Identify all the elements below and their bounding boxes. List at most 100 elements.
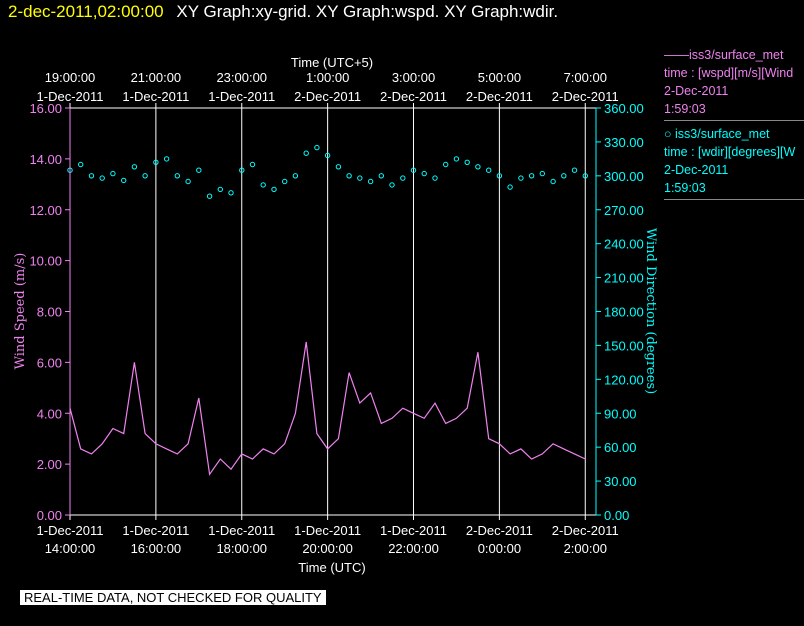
legend-circle-marker-icon: ○ — [664, 127, 676, 141]
wind-direction-point — [486, 167, 492, 173]
legend-wspd-time: 1:59:03 — [664, 102, 706, 116]
x-top-tick-time: 23:00:00 — [216, 70, 267, 85]
wind-direction-point — [453, 156, 460, 162]
wind-speed-line — [69, 341, 586, 476]
wind-direction-point — [153, 159, 159, 166]
wind-direction-point — [110, 170, 116, 177]
wind-direction-point — [389, 182, 395, 188]
x-bottom-tick-date: 1-Dec-2011 — [380, 523, 447, 538]
wind-direction-point — [410, 167, 417, 173]
y-right-tick-label: 90.00 — [604, 406, 637, 421]
wind-direction-point — [324, 152, 331, 159]
wind-direction-point — [174, 173, 181, 179]
x-top-tick-date: 1-Dec-2011 — [122, 89, 189, 104]
y-right-tick-label: 300.00 — [604, 169, 644, 184]
x-bottom-tick-date: 1-Dec-2011 — [122, 523, 189, 538]
x-bottom-tick-time: 14:00:00 — [45, 541, 96, 556]
y-left-tick-label: 16.00 — [29, 101, 62, 116]
x-bottom-tick-time: 16:00:00 — [131, 541, 182, 556]
wind-direction-point — [378, 173, 384, 179]
x-top-axis-title: Time (UTC+5) — [291, 55, 373, 70]
x-bottom-tick-time: 20:00:00 — [302, 541, 353, 556]
y-right-tick-label: 240.00 — [604, 237, 644, 252]
wind-direction-point — [88, 173, 95, 179]
x-top-tick-date: 2-Dec-2011 — [380, 89, 447, 104]
legend-wspd: ——iss3/surface_met time : [wspd][m/s][Wi… — [664, 46, 804, 121]
wind-direction-point — [400, 175, 406, 181]
wind-direction-point — [131, 164, 138, 170]
wind-speed-series — [69, 341, 586, 476]
x-top-tick-time: 5:00:00 — [478, 70, 521, 85]
x-bottom-tick-date: 2-Dec-2011 — [466, 523, 533, 538]
y-left-tick-label: 8.00 — [37, 305, 62, 320]
grid-lines — [155, 108, 586, 515]
x-top-tick-time: 7:00:00 — [564, 70, 607, 85]
x-bottom-tick-date: 1-Dec-2011 — [37, 523, 104, 538]
legend-wspd-source: iss3/surface_met — [689, 48, 784, 62]
y-left-tick-label: 4.00 — [37, 406, 62, 421]
wind-direction-point — [271, 186, 277, 193]
wind-direction-point — [421, 170, 427, 177]
legend: ——iss3/surface_met time : [wspd][m/s][Wi… — [664, 46, 804, 204]
wind-direction-point — [249, 161, 256, 168]
wind-direction-point — [121, 177, 127, 184]
x-bottom-tick-time: 2:00:00 — [564, 541, 607, 556]
wind-direction-point — [539, 170, 545, 177]
x-top-tick-date: 1-Dec-2011 — [37, 89, 104, 104]
wind-direction-point — [142, 173, 148, 179]
x-top-tick-time: 19:00:00 — [45, 70, 96, 85]
y-right-tick-label: 330.00 — [604, 135, 644, 150]
y-right-tick-label: 360.00 — [604, 101, 644, 116]
wind-direction-point — [464, 159, 470, 166]
y-left-tick-label: 0.00 — [37, 508, 62, 523]
legend-wdir-variable: time : [wdir][degrees][W — [664, 145, 796, 159]
wind-direction-point — [582, 173, 588, 179]
x-bottom-tick-time: 0:00:00 — [478, 541, 521, 556]
legend-wdir-source: iss3/surface_met — [675, 127, 770, 141]
y-right-tick-label: 270.00 — [604, 203, 644, 218]
wind-direction-point — [314, 144, 320, 151]
wind-direction-point — [228, 190, 234, 196]
x-top-tick-time: 21:00:00 — [131, 70, 182, 85]
wind-direction-point — [475, 164, 481, 170]
x-bottom-tick-time: 18:00:00 — [216, 541, 267, 556]
y-right-tick-label: 120.00 — [604, 372, 644, 387]
x-top-tick-date: 2-Dec-2011 — [466, 89, 533, 104]
y-left-axis-title: Wind Speed (m/s) — [13, 253, 28, 370]
wind-direction-point — [196, 167, 202, 173]
title-bar: 2-dec-2011,02:00:00 XY Graph:xy-grid. XY… — [8, 2, 558, 22]
x-bottom-tick-time: 22:00:00 — [388, 541, 439, 556]
x-top-tick-time: 3:00:00 — [392, 70, 435, 85]
axes: 1-Dec-2011 14:00:00 1-Dec-2011 16:00:00 1-De… — [29, 70, 643, 556]
wind-direction-point — [292, 173, 299, 179]
wind-direction-point — [443, 161, 449, 168]
y-left-tick-label: 6.00 — [37, 355, 62, 370]
wind-direction-point — [518, 175, 524, 181]
x-top-tick-date: 2-Dec-2011 — [552, 89, 619, 104]
wind-direction-point — [496, 173, 503, 179]
y-right-tick-label: 150.00 — [604, 338, 644, 353]
wind-direction-point — [260, 182, 266, 188]
x-bottom-axis-title: Time (UTC) — [298, 560, 365, 575]
title-graphs: XY Graph:xy-grid. XY Graph:wspd. XY Grap… — [176, 2, 559, 21]
y-left-tick-label: 2.00 — [37, 457, 62, 472]
title-timestamp: 2-dec-2011,02:00:00 — [8, 2, 164, 21]
y-right-tick-label: 180.00 — [604, 305, 644, 320]
legend-wspd-date: 2-Dec-2011 — [664, 84, 729, 98]
wind-direction-point — [571, 167, 578, 173]
wind-direction-point — [217, 186, 224, 193]
wind-direction-point — [185, 178, 191, 185]
wind-direction-point — [282, 178, 288, 185]
quality-warning-label: REAL-TIME DATA, NOT CHECKED FOR QUALITY — [20, 590, 326, 605]
x-top-tick-time: 1:00:00 — [306, 70, 349, 85]
wind-direction-point — [528, 173, 535, 179]
xy-chart: 1-Dec-2011 14:00:00 1-Dec-2011 16:00:00 1-De… — [13, 55, 658, 575]
legend-wdir-date: 2-Dec-2011 — [664, 163, 729, 177]
wind-direction-point — [303, 150, 309, 156]
wind-direction-point — [206, 193, 213, 199]
legend-wspd-variable: time : [wspd][m/s][Wind — [664, 66, 794, 80]
y-right-axis-title: Wind Direction (degrees) — [643, 228, 658, 394]
wind-direction-point — [507, 184, 513, 190]
x-top-tick-date: 2-Dec-2011 — [294, 89, 361, 104]
legend-wdir: ○ iss3/surface_met time : [wdir][degrees… — [664, 125, 804, 200]
